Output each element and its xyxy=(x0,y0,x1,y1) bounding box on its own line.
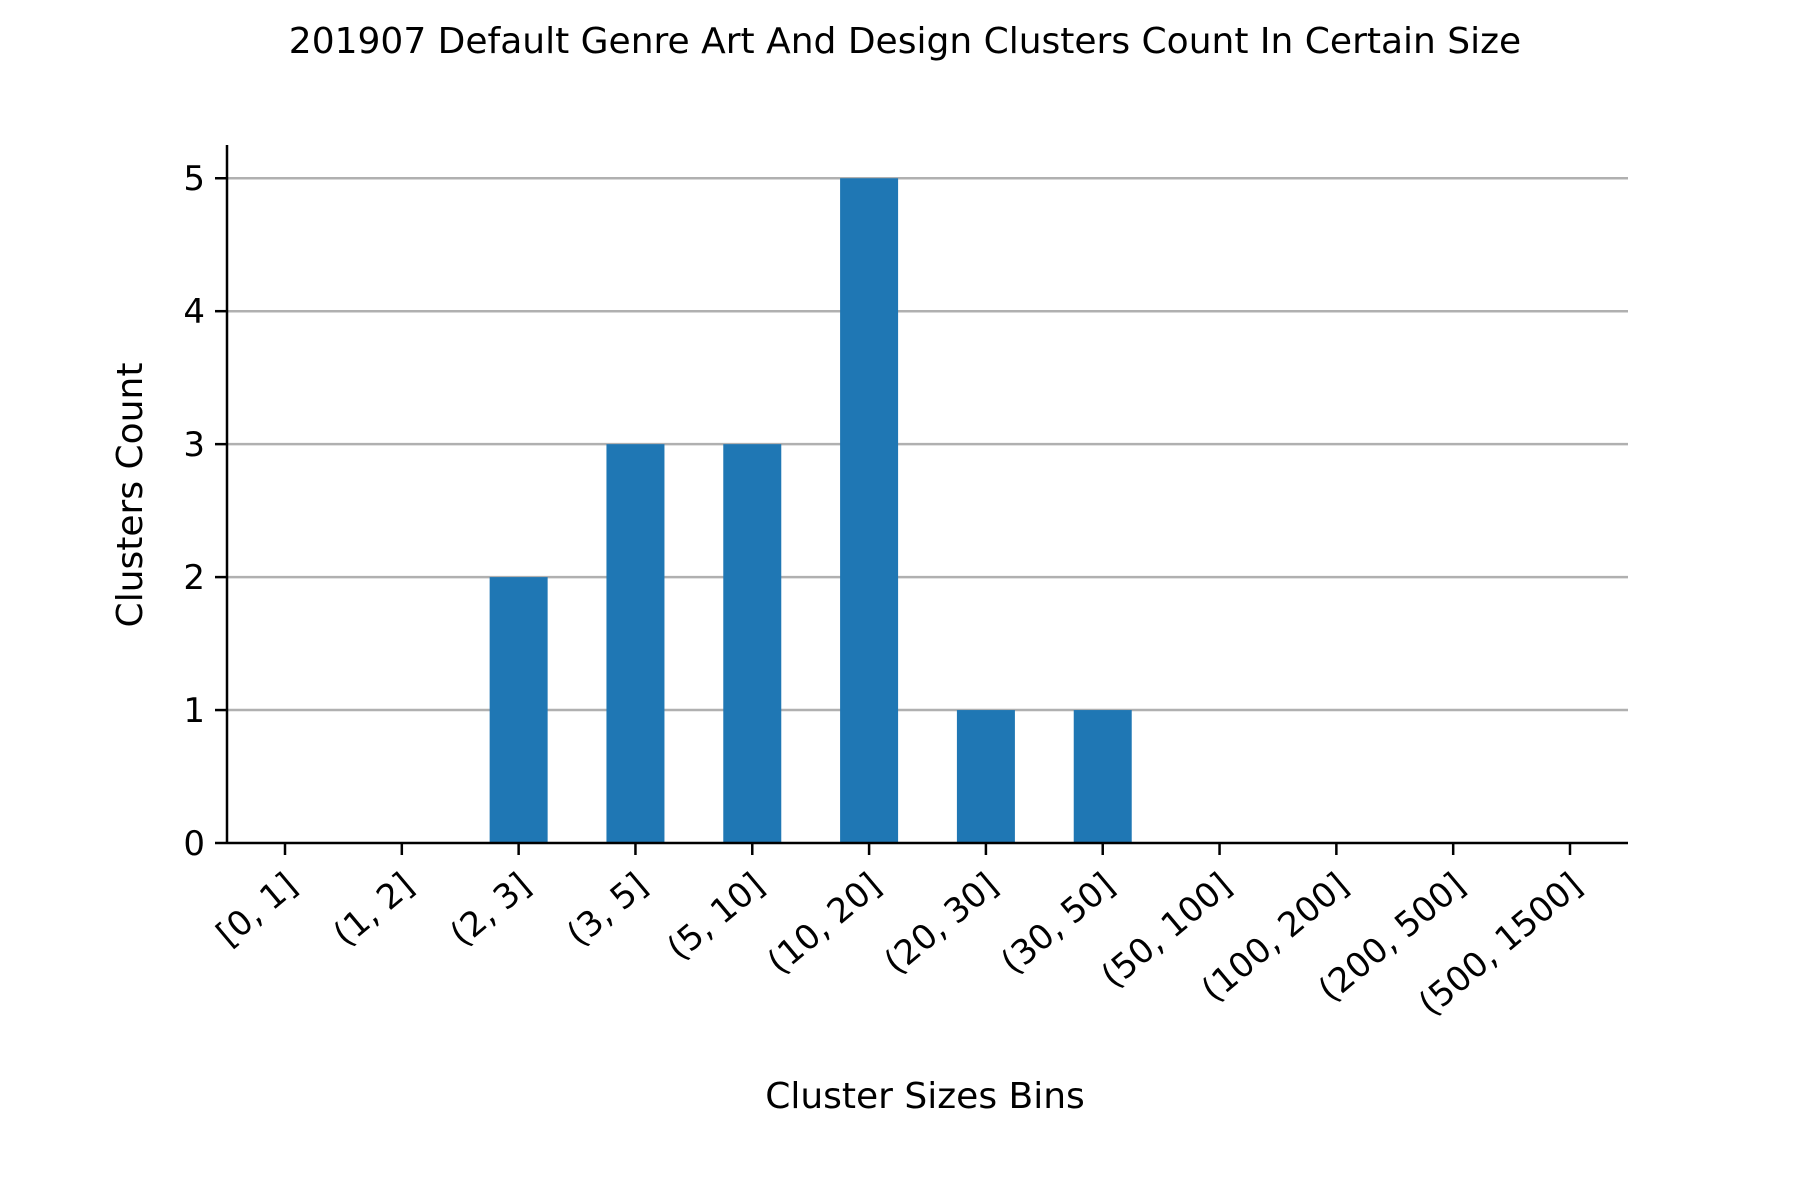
y-tick-label-5: 5 xyxy=(183,159,205,199)
bar-4 xyxy=(723,444,782,843)
bar-7 xyxy=(1073,710,1132,843)
x-tick-label-4: (5, 10] xyxy=(660,865,772,968)
x-tick-label-1: (1, 2] xyxy=(326,865,422,954)
bar-6 xyxy=(956,710,1015,843)
x-tick-label-3: (3, 5] xyxy=(559,865,655,954)
bar-2 xyxy=(489,577,548,843)
y-tick-label-3: 3 xyxy=(183,425,205,465)
x-ticks: [0, 1] (1, 2] (2, 3] (3, 5] (5, 10](10, 20](… xyxy=(209,843,1590,1024)
bar-5 xyxy=(840,178,899,843)
y-tick-label-0: 0 xyxy=(183,824,205,864)
y-tick-label-2: 2 xyxy=(183,558,205,598)
y-tick-label-4: 4 xyxy=(183,292,205,332)
x-tick-label-0: [0, 1] xyxy=(209,865,305,954)
y-tick-label-1: 1 xyxy=(183,691,205,731)
y-axis-label: Clusters Count xyxy=(110,363,151,628)
y-ticks: 0 1 2 3 4 5 xyxy=(183,159,227,864)
x-tick-label-6: (20, 30] xyxy=(877,865,1006,982)
chart-title: 201907 Default Genre Art And Design Clus… xyxy=(289,21,1521,62)
bar-3 xyxy=(606,444,665,843)
grid-lines xyxy=(227,176,1628,712)
x-axis-label: Cluster Sizes Bins xyxy=(765,1076,1085,1117)
axes xyxy=(225,145,1628,845)
x-tick-label-5: (10, 20] xyxy=(760,865,889,982)
x-tick-label-2: (2, 3] xyxy=(443,865,539,954)
bars xyxy=(489,178,1132,843)
